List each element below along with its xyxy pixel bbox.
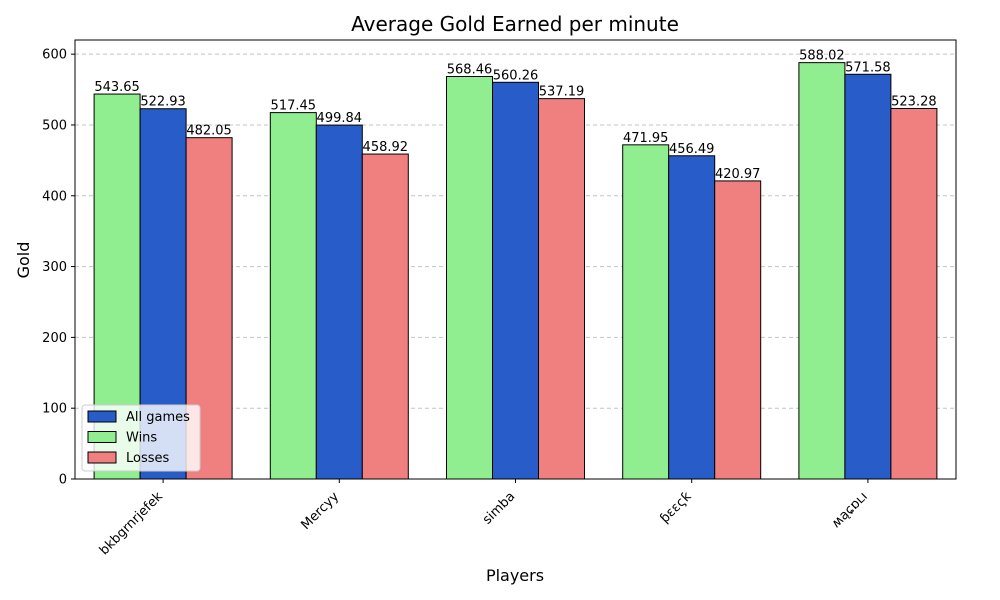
y-tick-label: 400 (42, 189, 67, 204)
bar-value-label: 571.58 (845, 60, 891, 75)
bar-value-label: 537.19 (539, 85, 585, 100)
bar-value-label: 568.46 (447, 62, 493, 77)
bar-value-label: 588.02 (799, 49, 845, 64)
chart-title: Average Gold Earned per minute (351, 12, 679, 36)
y-tick-label: 300 (42, 260, 67, 275)
bar-wins (270, 113, 316, 479)
bar-losses (362, 154, 408, 479)
y-tick-label: 0 (59, 473, 67, 488)
legend-label: Wins (126, 431, 157, 446)
legend-swatch (88, 411, 116, 422)
bar-all-games (845, 74, 891, 479)
bar-value-label: 482.05 (186, 124, 232, 139)
y-tick-label: 500 (42, 118, 67, 133)
bar-value-label: 523.28 (891, 94, 937, 109)
bar-all-games (316, 125, 362, 479)
bar-wins (623, 145, 669, 479)
legend-swatch (88, 452, 116, 463)
legend-label: All games (126, 410, 190, 425)
bar-all-games (669, 156, 715, 479)
y-axis-label: Gold (14, 242, 33, 279)
bar-value-label: 543.65 (94, 80, 140, 95)
x-axis-label: Players (486, 566, 544, 585)
bar-losses (891, 108, 937, 479)
bar-value-label: 456.49 (669, 142, 715, 157)
bar-value-label: 471.95 (623, 131, 669, 146)
bar-losses (539, 99, 585, 479)
y-tick-label: 100 (42, 402, 67, 417)
bar-value-label: 499.84 (317, 111, 363, 126)
legend: All games Wins Losses (82, 405, 200, 471)
bar-value-label: 420.97 (715, 167, 761, 182)
legend-swatch (88, 432, 116, 443)
bar-value-label: 522.93 (140, 95, 186, 110)
bar-all-games (493, 82, 539, 479)
legend-label: Losses (126, 451, 170, 466)
bar-losses (715, 181, 761, 479)
y-tick-label: 200 (42, 331, 67, 346)
bar-wins (799, 63, 845, 479)
bar-value-label: 560.26 (493, 68, 539, 83)
bar-wins (447, 76, 493, 479)
bar-value-label: 458.92 (363, 140, 409, 155)
bar-value-label: 517.45 (271, 99, 317, 114)
y-tick-label: 600 (42, 48, 67, 63)
